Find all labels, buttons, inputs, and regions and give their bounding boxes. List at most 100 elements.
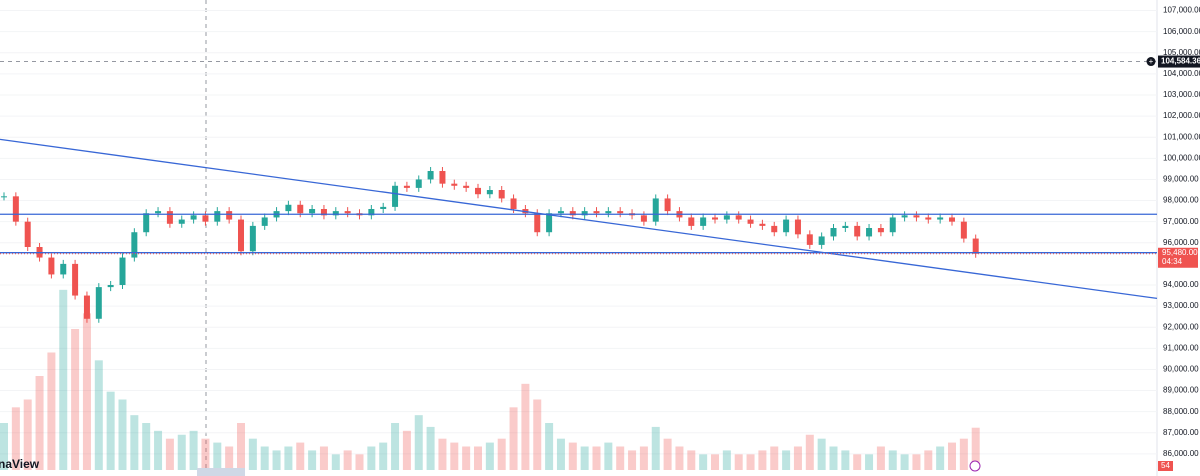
add-alert-icon: +	[1149, 57, 1154, 66]
candle-body	[261, 217, 268, 226]
candle-body	[486, 190, 493, 195]
volume-bar	[865, 454, 874, 470]
volume-bar	[379, 442, 388, 470]
candle-body	[475, 187, 481, 195]
volume-bar	[450, 442, 459, 470]
y-tick-label: 87,000.00	[1163, 428, 1199, 437]
y-tick-label: 100,000.00	[1163, 153, 1200, 162]
volume-bar	[888, 450, 897, 470]
volume-bar	[308, 450, 317, 470]
volume-bar	[474, 446, 482, 470]
volume-bar	[11, 407, 20, 470]
volume-bar	[497, 438, 506, 470]
volume-bar	[367, 446, 376, 470]
volume-bar	[604, 442, 613, 470]
candle-body	[12, 196, 19, 222]
volume-bar	[426, 426, 435, 470]
candle-body	[60, 263, 67, 275]
candle-body	[297, 204, 304, 214]
volume-bar	[758, 450, 767, 470]
volume-bar	[699, 454, 708, 470]
volume-bar	[817, 438, 826, 470]
y-tick-label: 88,000.00	[1163, 407, 1199, 416]
candle-body	[95, 287, 102, 319]
volume-bar	[900, 454, 909, 470]
candle-body	[202, 215, 209, 222]
candle-body	[664, 198, 671, 212]
candle-body	[403, 185, 410, 188]
countdown-label: 04:34	[1162, 257, 1183, 266]
volume-bar	[936, 446, 945, 470]
volume-bar	[580, 446, 589, 470]
candle-body	[794, 219, 801, 235]
volume-bar	[746, 454, 755, 470]
last-price-box	[1158, 247, 1198, 268]
candle-body	[24, 221, 31, 247]
event-icon[interactable]	[969, 460, 981, 472]
candle-body	[557, 211, 564, 214]
volume-bar	[912, 454, 921, 470]
last-volume-box	[1158, 461, 1173, 471]
candles	[1, 167, 979, 323]
volume-bar	[106, 391, 115, 470]
candle-body	[854, 225, 861, 237]
volume-bar	[770, 446, 779, 470]
volume-bars	[0, 289, 980, 470]
candle-body	[913, 215, 920, 218]
volume-bar	[592, 446, 601, 470]
candle-body	[605, 211, 612, 214]
candle-body	[747, 219, 754, 224]
volume-bar	[343, 450, 352, 470]
candle-body	[344, 211, 351, 214]
volume-bar	[782, 450, 791, 470]
volume-bar	[675, 446, 684, 470]
volume-bar	[628, 450, 637, 470]
watermark: naView	[0, 457, 40, 471]
candle-body	[806, 234, 813, 245]
crosshair-price-box	[1158, 55, 1200, 68]
volume-bar	[521, 383, 530, 470]
y-tick-label: 92,000.00	[1163, 322, 1199, 331]
candle-body	[214, 211, 221, 222]
candle-body	[309, 209, 316, 214]
y-tick-label: 106,000.00	[1163, 27, 1200, 36]
volume-bar	[959, 438, 968, 470]
candle-body	[925, 217, 932, 220]
candle-body	[48, 257, 55, 275]
y-tick-label: 107,000.00	[1163, 6, 1200, 15]
volume-bar	[319, 446, 328, 470]
candle-body	[415, 179, 422, 188]
candle-body	[249, 225, 256, 252]
candle-body	[392, 185, 399, 207]
y-tick-label: 91,000.00	[1163, 343, 1199, 352]
volume-bar	[568, 442, 577, 470]
candle-body	[937, 217, 944, 220]
candle-body	[842, 225, 849, 228]
volume-bar	[248, 438, 257, 470]
volume-bar	[165, 438, 174, 470]
volume-bar	[237, 423, 245, 470]
volume-bar	[971, 427, 980, 470]
candle-body	[143, 213, 150, 233]
volume-bar	[94, 360, 103, 470]
last-price-label: 95,480.00	[1162, 248, 1198, 257]
candle-body	[83, 295, 90, 319]
y-tick-label: 96,000.00	[1163, 238, 1199, 247]
volume-bar	[71, 329, 80, 470]
volume-bar	[687, 450, 696, 470]
volume-bar	[260, 446, 269, 470]
grid	[0, 10, 1157, 455]
volume-bar	[142, 423, 151, 470]
candle-body	[581, 211, 588, 216]
y-tick-label: 103,000.00	[1163, 90, 1200, 99]
volume-bar	[296, 442, 305, 470]
candle-body	[534, 213, 541, 233]
y-tick-label: 99,000.00	[1163, 175, 1199, 184]
volume-bar	[355, 454, 364, 470]
volume-bar	[793, 446, 802, 470]
candle-body	[569, 211, 576, 216]
add-alert-button[interactable]	[1146, 57, 1156, 67]
candle-body	[332, 211, 339, 216]
y-tick-label: 101,000.00	[1163, 132, 1200, 141]
candle-body	[320, 209, 327, 216]
